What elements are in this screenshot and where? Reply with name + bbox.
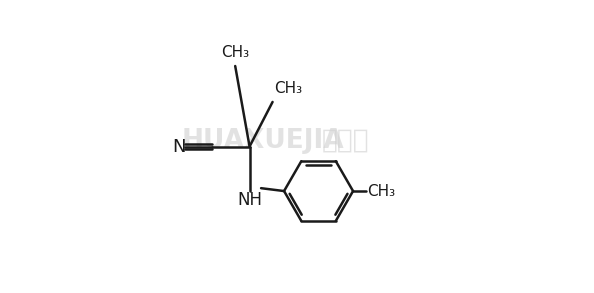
Text: CH₃: CH₃ — [221, 45, 249, 60]
Text: NH: NH — [237, 191, 262, 209]
Text: CH₃: CH₃ — [368, 183, 396, 199]
Text: 化学加: 化学加 — [322, 128, 369, 154]
Text: HUAXUEJIA: HUAXUEJIA — [181, 128, 344, 154]
Text: CH₃: CH₃ — [274, 81, 302, 96]
Text: N: N — [172, 137, 186, 156]
